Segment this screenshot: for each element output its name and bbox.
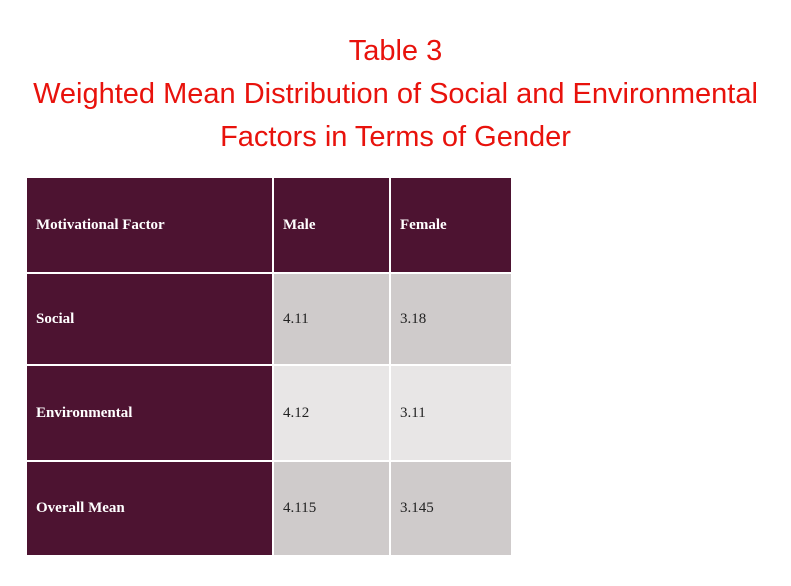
header-male: Male [272,176,391,274]
cell-social-male: 4.11 [272,272,391,366]
table-row: Social 4.11 3.18 [25,272,513,366]
cell-overall-male: 4.115 [272,460,391,557]
weighted-mean-table: Motivational Factor Male Female Social 4… [25,176,513,557]
cell-overall-female: 3.145 [389,460,513,557]
cell-social-female: 3.18 [389,272,513,366]
header-female: Female [389,176,513,274]
table-caption: Table 3 Weighted Mean Distribution of So… [0,30,791,159]
cell-environmental-male: 4.12 [272,364,391,462]
table-title-line-1: Weighted Mean Distribution of Social and… [33,78,758,110]
cell-environmental-female: 3.11 [389,364,513,462]
table-number: Table 3 [348,35,443,67]
table-title-line-2: Factors in Terms of Gender [220,121,571,153]
table-row: Overall Mean 4.115 3.145 [25,460,513,557]
table-header-row: Motivational Factor Male Female [25,176,513,274]
row-label-social: Social [25,272,274,366]
header-motivational-factor: Motivational Factor [25,176,274,274]
row-label-environmental: Environmental [25,364,274,462]
row-label-overall-mean: Overall Mean [25,460,274,557]
table-row: Environmental 4.12 3.11 [25,364,513,462]
